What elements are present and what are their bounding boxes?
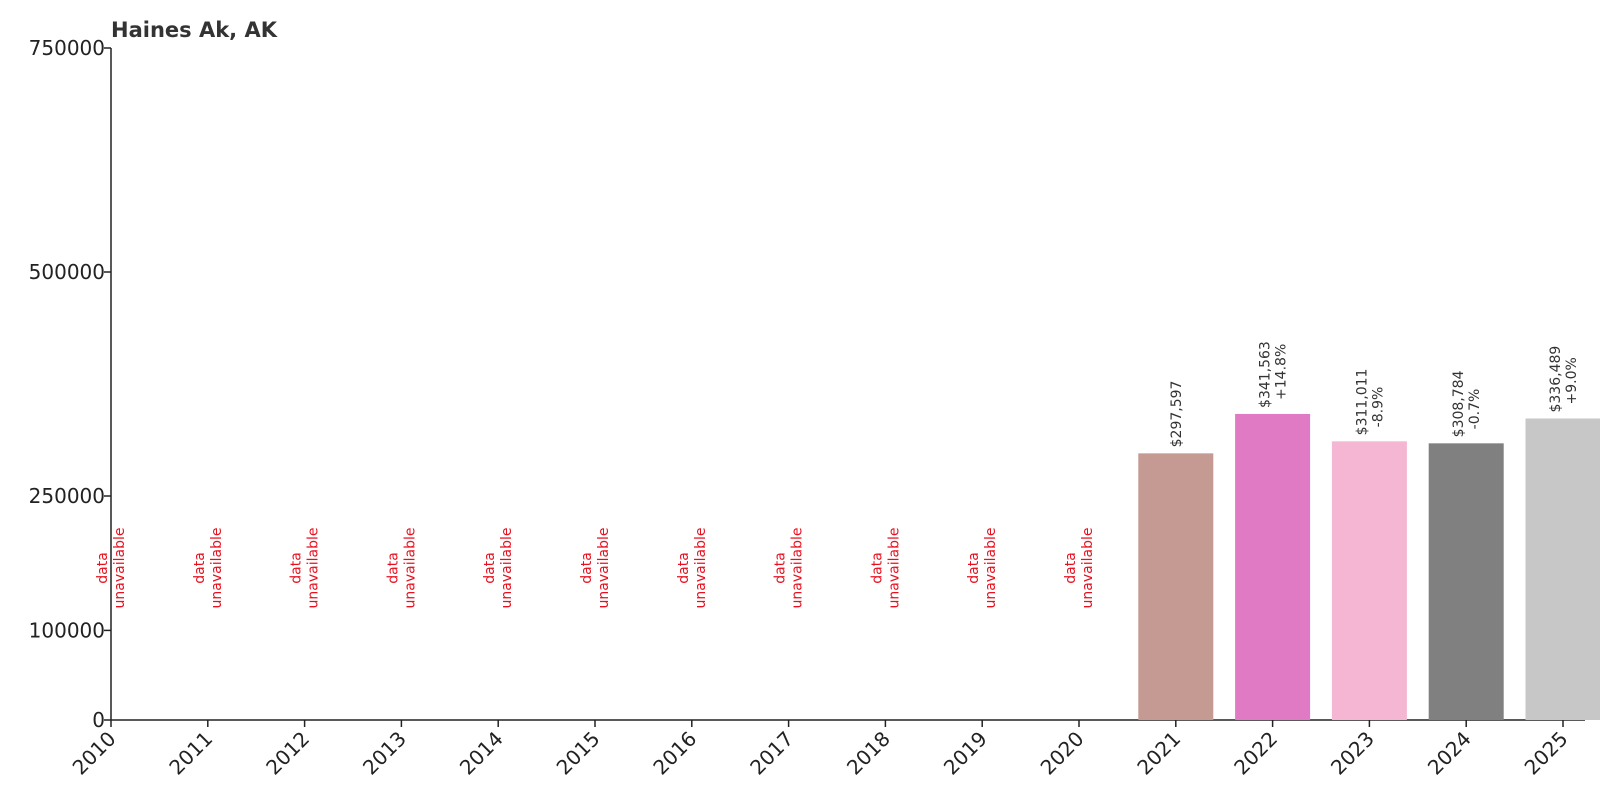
x-tick-label: 2022 [1229,727,1282,780]
bar [1138,453,1214,720]
y-tick-label: 750000 [29,36,105,60]
x-ticks: 2010 2011 2012 2013 2014 2015 2016 2017 2018 2019… [68,720,1573,780]
data-unavailable-label: dataunavailable [385,528,418,609]
bar-value-label: $336,489+9.0% [1548,346,1580,413]
y-tick-label: 0 [92,708,105,732]
y-ticks: 0 100000 250000 500000 750000 [29,36,111,732]
x-tick-label: 2011 [164,727,217,780]
bar [1235,413,1311,720]
bar-value-label: $311,011-8.9% [1354,369,1386,436]
data-unavailable-label: dataunavailable [95,528,128,609]
bar-value-label: $297,597 [1169,381,1185,448]
x-tick-label: 2020 [1036,727,1089,780]
y-tick-label: 100000 [29,618,105,642]
x-tick-label: 2019 [939,727,992,780]
x-tick-label: 2017 [745,727,798,780]
x-tick-label: 2012 [261,727,314,780]
bar [1331,441,1407,720]
chart-title: Haines Ak, AK [111,18,278,42]
x-tick-label: 2018 [842,727,895,780]
x-tick-label: 2016 [648,727,701,780]
data-unavailable-label: dataunavailable [773,528,806,609]
y-tick-label: 250000 [29,484,105,508]
bars [1138,413,1600,720]
data-labels: dataunavailable dataunavailable dataunavai… [95,341,1580,608]
data-unavailable-label: dataunavailable [676,528,709,609]
x-tick-label: 2021 [1132,727,1185,780]
bar-value-label: $308,784-0.7% [1451,370,1483,437]
x-tick-label: 2025 [1520,727,1573,780]
x-tick-label: 2024 [1423,727,1476,780]
x-tick-label: 2014 [455,727,508,780]
data-unavailable-label: dataunavailable [966,528,999,609]
data-unavailable-label: dataunavailable [1063,528,1096,609]
y-tick-label: 500000 [29,260,105,284]
x-tick-label: 2023 [1326,727,1379,780]
bar [1525,418,1600,720]
data-unavailable-label: dataunavailable [482,528,515,609]
data-unavailable-label: dataunavailable [579,528,612,609]
x-tick-label: 2015 [552,727,605,780]
bar [1428,443,1504,720]
data-unavailable-label: dataunavailable [869,528,902,609]
bar-value-label: $341,563+14.8% [1258,341,1290,408]
data-unavailable-label: dataunavailable [289,528,322,609]
data-unavailable-label: dataunavailable [192,528,225,609]
x-tick-label: 2010 [68,727,121,780]
x-tick-label: 2013 [358,727,411,780]
